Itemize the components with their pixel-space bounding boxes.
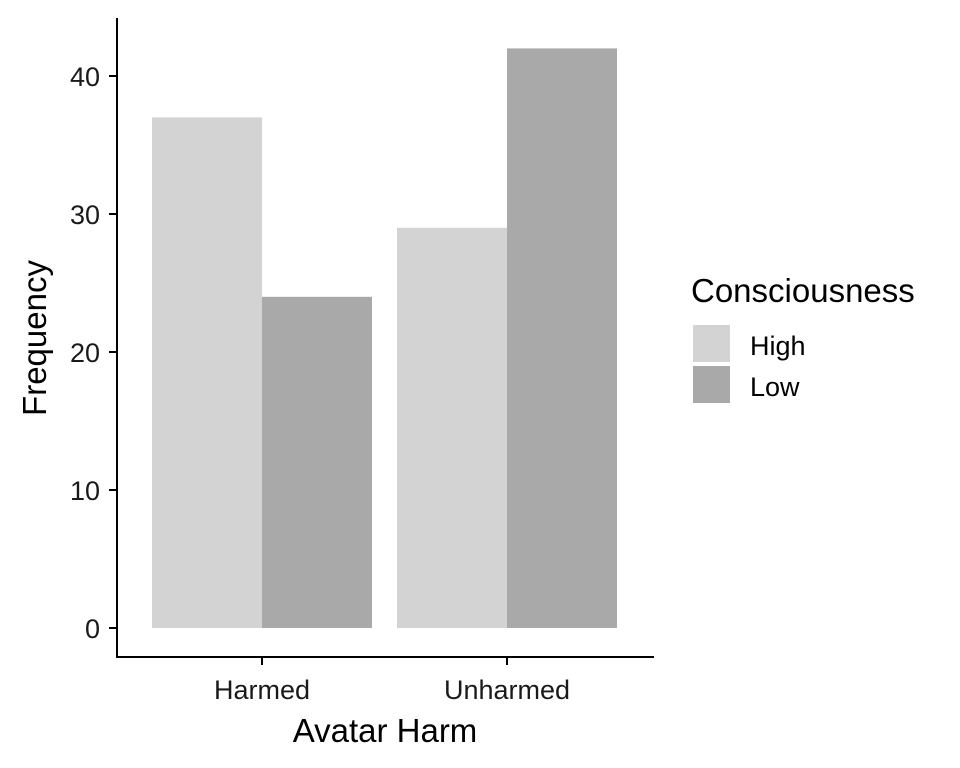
bars-group [152,48,617,629]
bar-harmed-high [152,117,262,629]
y-axis-ticks: 0 10 20 30 40 [70,62,117,644]
bar-harmed-low [262,296,372,628]
y-axis-title: Frequency [16,260,53,416]
y-tick-label: 30 [70,200,100,230]
y-tick-label: 20 [70,338,100,368]
x-axis-title: Avatar Harm [293,712,478,749]
bar-unharmed-high [397,227,507,629]
legend-title: Consciousness [691,272,915,309]
legend: Consciousness High Low [691,272,915,403]
legend-swatch-low [693,366,730,403]
legend-swatch-high [693,325,730,362]
x-tick-label: Harmed [214,675,310,705]
y-tick-label: 0 [85,614,100,644]
bar-unharmed-low [507,48,617,628]
y-tick-label: 40 [70,62,100,92]
x-tick-label: Unharmed [444,675,570,705]
legend-label-high: High [750,331,806,361]
y-tick-label: 10 [70,476,100,506]
x-axis-ticks: Harmed Unharmed [214,657,570,705]
legend-label-low: Low [750,372,800,402]
